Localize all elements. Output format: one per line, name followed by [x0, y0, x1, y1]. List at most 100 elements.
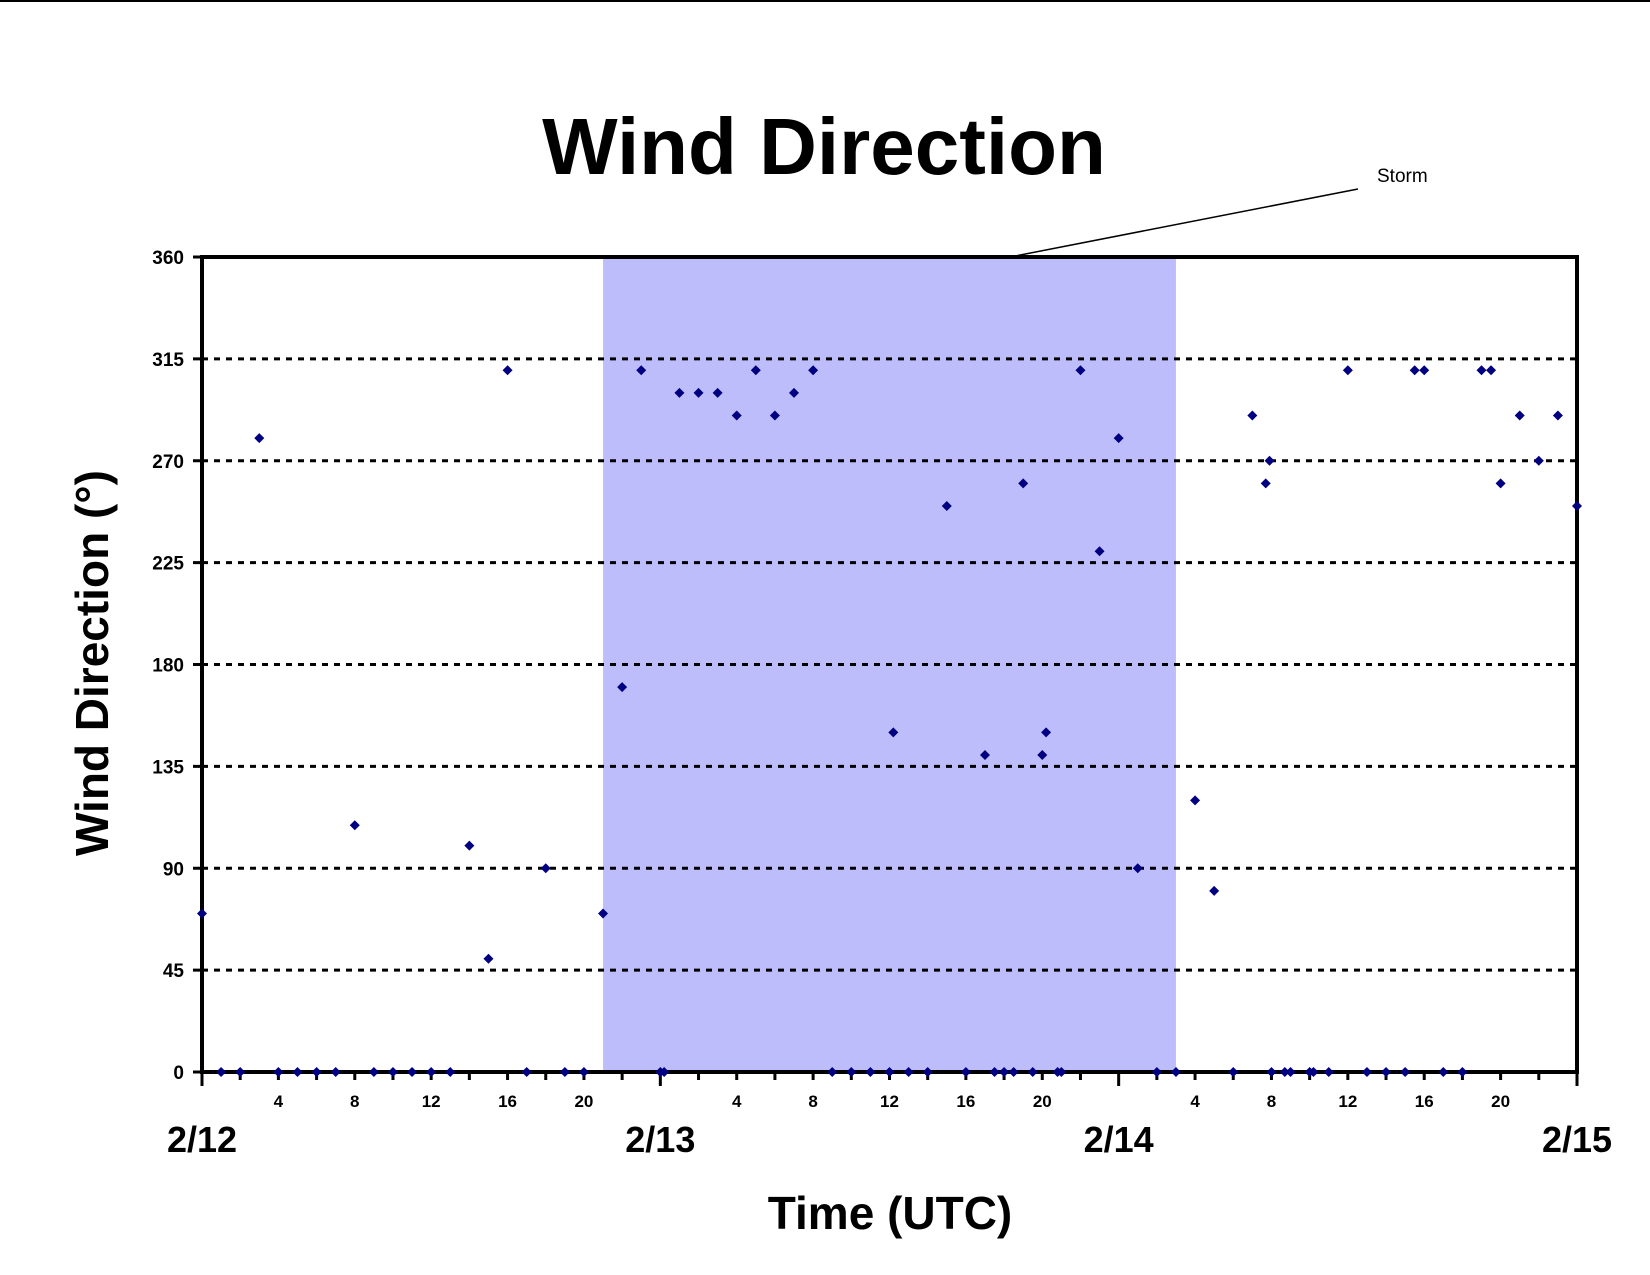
data-point [502, 365, 513, 376]
x-hour-label: 8 [1267, 1092, 1276, 1111]
data-point [1438, 1067, 1449, 1077]
data-point [1533, 455, 1544, 466]
data-point [578, 1067, 589, 1077]
data-point [1041, 727, 1052, 738]
y-tick-label: 180 [152, 656, 184, 677]
data-point [1228, 1067, 1239, 1077]
tick-labels: 0 45 90 135 180 225 270 315 360 4 8 12 16 20 4 8 12 16 20 4… [152, 248, 1612, 1160]
y-tick-label: 225 [152, 554, 184, 575]
data-point [483, 953, 494, 964]
x-hour-label: 8 [350, 1092, 359, 1111]
data-point [789, 387, 800, 398]
data-point [1132, 863, 1143, 874]
data-point [311, 1067, 322, 1077]
data-point [865, 1067, 876, 1077]
data-point [659, 1067, 670, 1077]
data-point [922, 1067, 933, 1077]
x-hour-label: 8 [808, 1092, 817, 1111]
data-point [750, 365, 761, 376]
data-point [1457, 1067, 1468, 1077]
y-tick-label: 360 [152, 248, 184, 269]
data-point [1476, 365, 1487, 376]
y-tick-label: 135 [152, 757, 184, 778]
data-point [330, 1067, 341, 1077]
x-hour-label: 12 [880, 1092, 899, 1111]
x-hour-label: 12 [422, 1092, 441, 1111]
data-point [254, 433, 265, 444]
data-point [636, 365, 647, 376]
data-point [1400, 1067, 1411, 1077]
data-point [888, 727, 899, 738]
data-point [1419, 365, 1430, 376]
data-point [1260, 478, 1271, 489]
data-point [884, 1067, 895, 1077]
x-hour-label: 20 [1491, 1092, 1510, 1111]
x-hour-label: 4 [1190, 1092, 1200, 1111]
x-hour-label: 16 [956, 1092, 975, 1111]
data-point [1572, 501, 1582, 512]
x-hour-label: 4 [274, 1092, 284, 1111]
data-point [387, 1067, 398, 1077]
data-point [1190, 795, 1201, 806]
data-point [1495, 478, 1506, 489]
data-point [1037, 750, 1048, 761]
data-point [989, 1067, 1000, 1077]
x-hour-label: 4 [732, 1092, 742, 1111]
data-point [216, 1067, 227, 1077]
data-point [1008, 1067, 1019, 1077]
data-point [808, 365, 819, 376]
data-point [540, 863, 551, 874]
x-hour-label: 16 [498, 1092, 517, 1111]
data-point [1266, 1067, 1277, 1077]
data-point [1285, 1067, 1296, 1077]
data-point [979, 750, 990, 761]
data-point [1094, 546, 1105, 557]
data-point [1514, 410, 1525, 421]
chart-title: Wind Direction [542, 102, 1106, 191]
data-point [1027, 1067, 1038, 1077]
x-date-label: 2/15 [1542, 1119, 1612, 1160]
data-point [1056, 1067, 1067, 1077]
data-point [1018, 478, 1029, 489]
data-point [1151, 1067, 1162, 1077]
data-point [674, 387, 685, 398]
data-point [960, 1067, 971, 1077]
data-point [1552, 410, 1563, 421]
data-point [1486, 365, 1497, 376]
x-hour-label: 12 [1338, 1092, 1357, 1111]
data-point [598, 908, 609, 919]
x-axis-title: Time (UTC) [768, 1187, 1013, 1239]
data-point [197, 908, 207, 919]
data-point [1342, 365, 1353, 376]
y-axis-title: Wind Direction (°) [66, 470, 118, 856]
y-tick-label: 270 [152, 452, 184, 473]
data-point [1209, 885, 1220, 896]
data-point [1361, 1067, 1372, 1077]
data-point [464, 840, 475, 851]
data-point [292, 1067, 303, 1077]
data-point [1323, 1067, 1334, 1077]
data-point [903, 1067, 914, 1077]
y-tick-label: 45 [163, 961, 185, 982]
data-point [1381, 1067, 1392, 1077]
data-point [731, 410, 742, 421]
data-point [521, 1067, 532, 1077]
x-hour-label: 20 [574, 1092, 593, 1111]
data-point [1409, 365, 1420, 376]
y-tick-label: 90 [163, 859, 184, 880]
data-point [445, 1067, 456, 1077]
data-point [827, 1067, 838, 1077]
data-point [273, 1067, 284, 1077]
x-hour-label: 16 [1415, 1092, 1434, 1111]
data-point [941, 501, 952, 512]
y-tick-label: 0 [173, 1063, 184, 1084]
y-tick-label: 315 [152, 350, 184, 371]
data-point [1113, 433, 1124, 444]
data-point [407, 1067, 418, 1077]
data-point [368, 1067, 379, 1077]
x-date-label: 2/13 [625, 1119, 695, 1160]
data-point [769, 410, 780, 421]
gridlines [202, 357, 1577, 972]
x-hour-label: 20 [1033, 1092, 1052, 1111]
